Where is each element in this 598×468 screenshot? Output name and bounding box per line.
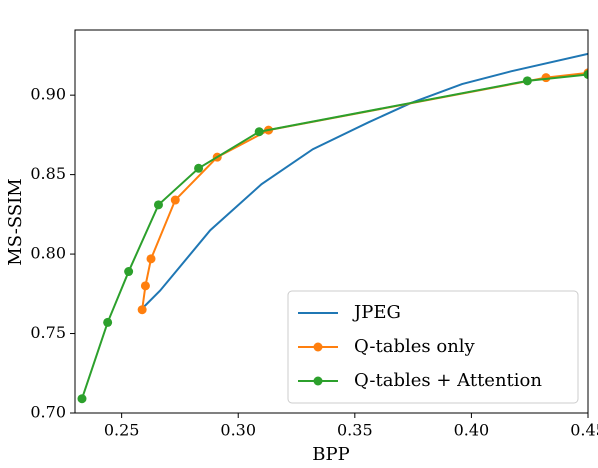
y-tick-label: 0.85: [30, 164, 66, 183]
x-tick-label: 0.25: [104, 421, 140, 440]
point: [140, 281, 150, 291]
series-line: [141, 52, 588, 309]
y-tick-label: 0.90: [30, 85, 66, 104]
series-line: [141, 71, 588, 310]
point: [153, 200, 163, 210]
y-tick-label: 0.75: [30, 323, 66, 342]
point: [194, 163, 204, 173]
x-tick-label: 0.30: [220, 421, 256, 440]
legend-label: Q-tables + Attention: [354, 370, 542, 391]
point: [583, 69, 588, 79]
legend-box: [287, 290, 579, 404]
legend-label: Q-tables only: [354, 336, 476, 357]
y-axis-label: MS-SSIM: [5, 178, 26, 265]
x-axis-label: BPP: [312, 444, 349, 465]
legend-label: JPEG: [352, 302, 401, 323]
point: [103, 317, 113, 327]
legend-marker: [313, 376, 323, 386]
y-tick-label: 0.80: [30, 244, 66, 263]
x-tick-label: 0.45: [570, 421, 598, 440]
point: [137, 305, 147, 315]
point: [254, 127, 264, 137]
point: [170, 195, 180, 205]
series-line: [81, 73, 588, 400]
x-tick-label: 0.40: [454, 421, 490, 440]
point: [146, 254, 156, 264]
axes-frame: [74, 29, 589, 414]
point: [522, 76, 532, 86]
plot-area: [77, 52, 588, 404]
point: [124, 267, 134, 277]
point: [77, 394, 87, 404]
legend-marker: [313, 342, 323, 352]
x-tick-label: 0.35: [337, 421, 373, 440]
y-tick-label: 0.70: [30, 403, 66, 422]
